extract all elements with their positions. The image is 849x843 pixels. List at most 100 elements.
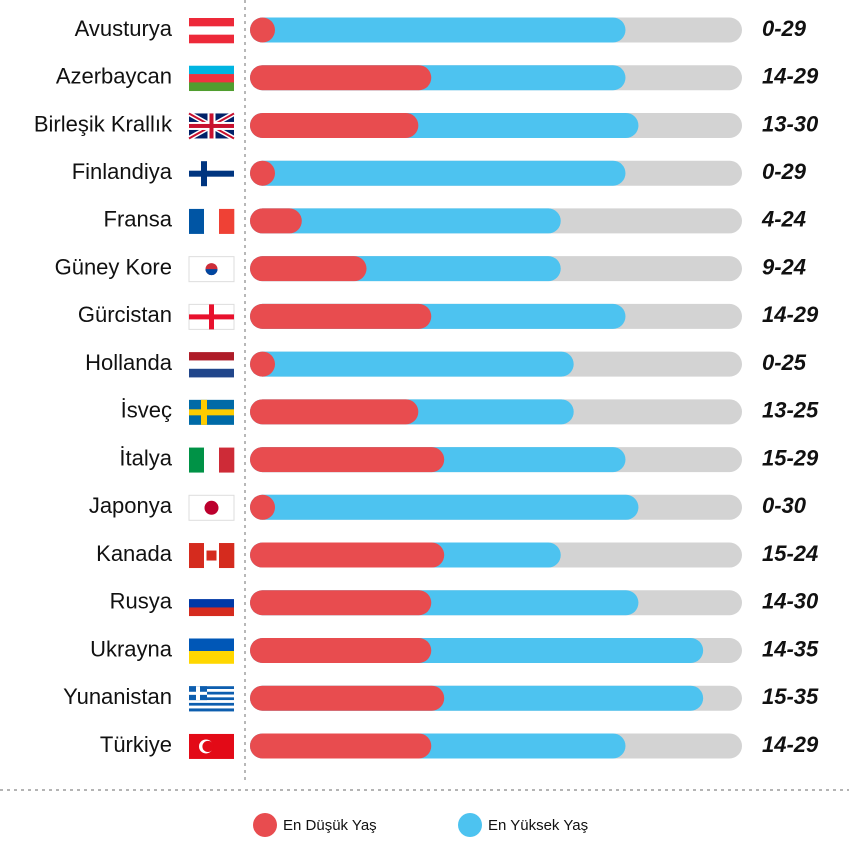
value-label: 0-29	[762, 16, 807, 41]
flag-disc	[205, 269, 218, 276]
category-label: Kanada	[96, 541, 173, 566]
flag-stripe	[189, 700, 234, 704]
value-label: 15-29	[762, 445, 819, 470]
flag	[189, 352, 234, 378]
legend-swatch	[458, 813, 482, 837]
value-label: 9-24	[762, 254, 806, 279]
flag-cross	[189, 123, 234, 128]
value-label: 14-29	[762, 64, 819, 89]
flag	[189, 65, 234, 92]
legend-swatch	[253, 813, 277, 837]
value-label: 0-30	[762, 493, 807, 518]
flag-stripe	[189, 650, 234, 664]
flag-stripe	[189, 368, 234, 378]
bar-max	[250, 351, 574, 377]
flag-stripe	[189, 705, 234, 709]
flag-stripe	[219, 208, 235, 234]
category-label: İsveç	[121, 398, 172, 423]
category-label: Türkiye	[100, 732, 172, 757]
flag-disc	[204, 500, 219, 515]
bar-max	[250, 494, 639, 520]
flag-stripe	[189, 697, 234, 701]
flag	[188, 256, 235, 283]
bar-min	[250, 256, 367, 282]
bar-min	[250, 494, 275, 520]
legend-label: En Düşük Yaş	[283, 817, 377, 834]
flag	[189, 208, 235, 234]
flag-stripe	[204, 447, 220, 473]
value-label: 14-35	[762, 636, 819, 661]
flag-stripe	[189, 74, 234, 83]
flag	[189, 638, 234, 664]
flag-stripe	[189, 708, 234, 712]
flag-stripe	[219, 543, 235, 569]
flag	[189, 161, 234, 187]
bar-min	[250, 160, 275, 186]
value-label: 13-30	[762, 111, 819, 136]
category-label: Yunanistan	[63, 684, 172, 709]
flag-stripe	[189, 702, 234, 706]
flag-stripe	[204, 208, 220, 234]
flag-stripe	[189, 691, 234, 695]
bar-max	[250, 17, 626, 43]
flag-cross	[189, 314, 234, 320]
bar-min	[250, 447, 445, 473]
category-label: Azerbaycan	[56, 64, 172, 89]
flag	[189, 686, 234, 712]
flag-stripe	[189, 599, 234, 608]
flag-stripe	[219, 447, 235, 473]
bar-max	[250, 208, 561, 234]
flag	[189, 733, 234, 759]
category-label: Fransa	[104, 207, 173, 232]
flag-stripe	[189, 18, 234, 27]
flag	[189, 590, 234, 617]
category-label: İtalya	[119, 445, 172, 470]
flag-crescent	[202, 740, 214, 753]
flag	[189, 447, 235, 473]
legend-label: En Yüksek Yaş	[488, 817, 588, 834]
flag	[187, 111, 236, 141]
value-label: 4-24	[761, 207, 806, 232]
value-label: 15-24	[762, 541, 818, 566]
flag-stripe	[189, 34, 234, 44]
bar-min	[250, 637, 432, 663]
category-label: Hollanda	[85, 350, 173, 375]
flag-stripe	[189, 590, 234, 600]
flag-stripe	[189, 208, 205, 234]
flag-leaf	[206, 550, 217, 561]
flag-stripe	[189, 543, 205, 569]
bar-min	[250, 733, 432, 759]
flag-stripe	[189, 694, 234, 698]
value-label: 14-29	[762, 302, 819, 327]
flag	[188, 494, 235, 521]
flag	[189, 399, 234, 425]
bar-min	[250, 303, 432, 329]
category-label: Rusya	[110, 589, 173, 614]
value-label: 13-25	[762, 398, 819, 423]
value-label: 14-30	[762, 589, 819, 614]
bar-max	[250, 160, 626, 186]
bar-min	[250, 542, 445, 568]
category-label: Gürcistan	[78, 302, 172, 327]
flag-stripe	[189, 638, 234, 652]
bar-min	[250, 17, 275, 43]
flag	[188, 303, 235, 330]
flag-stripe	[189, 686, 234, 690]
flag-stripe	[189, 447, 205, 473]
flag	[189, 543, 235, 569]
flag-cross	[189, 409, 234, 416]
bar-min	[250, 351, 275, 377]
bar-min	[250, 590, 432, 616]
flag-stripe	[189, 360, 234, 370]
flag-cross	[189, 691, 207, 695]
flag-stripe	[189, 82, 234, 92]
bar-min	[250, 399, 419, 425]
flag-stripe	[189, 607, 234, 617]
value-label: 0-25	[762, 350, 807, 375]
flag	[189, 18, 234, 44]
bar-min	[250, 65, 432, 91]
bar-min	[250, 685, 445, 711]
flag-stripe	[189, 688, 234, 692]
value-label: 14-29	[762, 732, 819, 757]
